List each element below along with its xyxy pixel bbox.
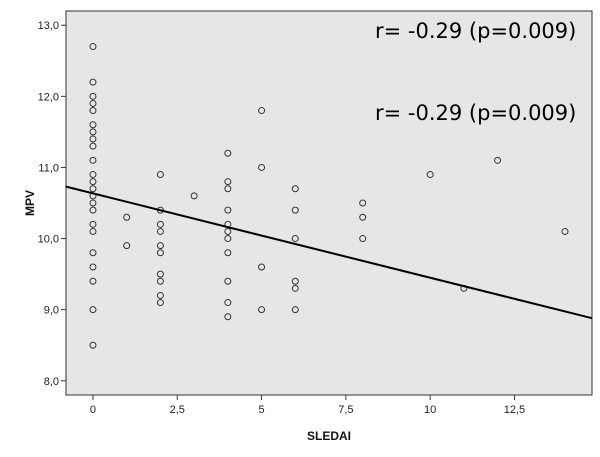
data-point xyxy=(224,235,232,243)
data-point xyxy=(190,192,198,200)
data-point xyxy=(224,227,232,235)
data-point xyxy=(224,299,232,307)
data-point xyxy=(291,185,299,193)
data-point xyxy=(258,306,266,314)
data-point xyxy=(89,206,97,214)
data-point xyxy=(89,135,97,143)
x-tick-label: 7,5 xyxy=(338,404,353,416)
plot-background xyxy=(65,10,593,396)
data-point xyxy=(224,206,232,214)
x-tick-label: 10 xyxy=(424,404,436,416)
data-point xyxy=(89,220,97,228)
x-tick-label: 12,5 xyxy=(504,404,525,416)
x-tick-label: 0 xyxy=(90,404,96,416)
data-point xyxy=(89,249,97,257)
y-tick-label: 11,0 xyxy=(38,162,59,174)
data-point xyxy=(89,128,97,136)
data-point xyxy=(89,263,97,271)
data-point xyxy=(156,270,164,278)
data-point xyxy=(156,242,164,250)
data-point xyxy=(89,99,97,107)
data-point xyxy=(156,220,164,228)
data-point xyxy=(89,178,97,186)
data-point xyxy=(258,163,266,171)
annotation-bottom: r= -0.29 (p=0.009) xyxy=(375,101,576,125)
data-point xyxy=(291,206,299,214)
data-point xyxy=(224,313,232,321)
data-point xyxy=(89,121,97,129)
data-point xyxy=(224,277,232,285)
data-point xyxy=(224,249,232,257)
data-point xyxy=(156,227,164,235)
data-point xyxy=(426,171,434,179)
data-point xyxy=(258,263,266,271)
data-point xyxy=(89,92,97,100)
data-point xyxy=(89,199,97,207)
y-tick-label: 9,0 xyxy=(44,305,59,317)
data-point xyxy=(359,199,367,207)
data-point xyxy=(89,227,97,235)
data-points xyxy=(89,43,569,349)
y-tick-label: 10,0 xyxy=(38,234,59,246)
data-point xyxy=(89,142,97,150)
data-point xyxy=(156,171,164,179)
data-point xyxy=(89,185,97,193)
data-point xyxy=(258,107,266,115)
axes: 0 2,5 5 7,5 10 12,5 8,0 9,0 10,0 11,0 12,0 13,0 xyxy=(38,20,526,416)
data-point xyxy=(224,178,232,186)
annotation-top: r= -0.29 (p=0.009) xyxy=(375,19,576,43)
data-point xyxy=(156,277,164,285)
data-point xyxy=(89,156,97,164)
data-point xyxy=(89,43,97,51)
data-point xyxy=(291,306,299,314)
y-tick-label: 12,0 xyxy=(38,91,59,103)
x-tick-label: 2,5 xyxy=(170,404,185,416)
x-axis-title: SLEDAI xyxy=(307,429,351,443)
data-point xyxy=(291,277,299,285)
data-point xyxy=(123,213,131,221)
data-point xyxy=(224,185,232,193)
data-point xyxy=(156,299,164,307)
y-axis-title: MPV xyxy=(23,190,37,216)
data-point xyxy=(89,171,97,179)
y-tick-label: 13,0 xyxy=(38,20,59,32)
data-point xyxy=(123,242,131,250)
data-point xyxy=(494,156,502,164)
data-point xyxy=(89,107,97,115)
data-point xyxy=(561,227,569,235)
y-tick-label: 8,0 xyxy=(44,376,59,388)
x-tick-label: 5 xyxy=(259,404,265,416)
fit-line xyxy=(65,185,593,320)
data-point xyxy=(89,341,97,349)
data-point xyxy=(291,284,299,292)
data-point xyxy=(359,235,367,243)
data-point xyxy=(156,291,164,299)
data-point xyxy=(89,78,97,86)
data-point xyxy=(224,149,232,157)
data-point xyxy=(359,213,367,221)
data-point xyxy=(89,306,97,314)
data-point xyxy=(156,249,164,257)
fit-line-group xyxy=(65,185,593,320)
data-point xyxy=(89,277,97,285)
data-point xyxy=(291,235,299,243)
